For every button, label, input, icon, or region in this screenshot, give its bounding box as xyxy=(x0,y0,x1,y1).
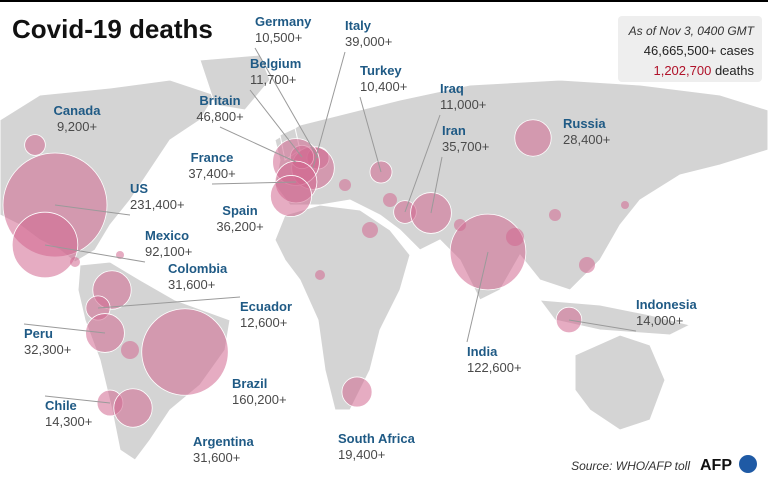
stats-box xyxy=(618,16,762,82)
death-count: 10,400+ xyxy=(360,79,407,94)
leader-line xyxy=(466,251,489,343)
deaths-total: 1,202,700 xyxy=(653,63,711,78)
country-name: Italy xyxy=(345,18,372,33)
source: Source: WHO/AFP toll xyxy=(571,459,690,473)
leader-line xyxy=(359,96,382,173)
leader-line xyxy=(23,323,106,334)
death-count: 122,600+ xyxy=(467,360,522,375)
country-name: South Africa xyxy=(338,431,416,446)
country-name: India xyxy=(467,344,498,359)
death-count: 19,400+ xyxy=(338,447,385,462)
death-count: 36,200+ xyxy=(216,219,263,234)
country-name: France xyxy=(191,150,234,165)
country-name: Russia xyxy=(563,116,606,131)
as-of: As of Nov 3, 0400 GMT xyxy=(628,24,756,38)
death-count: 9,200+ xyxy=(57,119,97,134)
death-bubble xyxy=(514,119,552,157)
death-count: 231,400+ xyxy=(130,197,185,212)
death-count: 12,600+ xyxy=(240,315,287,330)
death-count: 28,400+ xyxy=(563,132,610,147)
death-count: 35,700+ xyxy=(442,139,489,154)
leader-line xyxy=(430,156,443,214)
country-name: Indonesia xyxy=(636,297,697,312)
death-count: 11,700+ xyxy=(250,72,296,87)
leader-line xyxy=(254,47,319,159)
death-count: 39,000+ xyxy=(345,34,392,49)
death-count: 14,000+ xyxy=(636,313,683,328)
death-bubble xyxy=(24,134,46,156)
leader-line xyxy=(97,296,241,309)
death-count: 37,400+ xyxy=(188,166,235,181)
deaths-line: 1,202,700 deaths xyxy=(653,63,754,78)
country-name: Mexico xyxy=(145,228,189,243)
leader-line xyxy=(568,319,637,332)
cases: 46,665,500+ cases xyxy=(644,43,755,58)
country-name: Turkey xyxy=(360,63,402,78)
logo: AFP xyxy=(700,457,732,474)
death-count: 32,300+ xyxy=(24,342,71,357)
leader-line xyxy=(44,395,111,404)
country-name: Britain xyxy=(199,93,240,108)
country-name: Brazil xyxy=(232,376,267,391)
death-count: 31,600+ xyxy=(168,277,215,292)
death-count: 14,300+ xyxy=(45,414,92,429)
country-name: Argentina xyxy=(193,434,254,449)
leader-line xyxy=(404,114,441,213)
country-name: Canada xyxy=(54,103,102,118)
country-name: Colombia xyxy=(168,261,228,276)
leader-line xyxy=(219,126,297,163)
death-bubble xyxy=(270,175,312,217)
title: Covid-19 deaths xyxy=(12,14,213,44)
death-count: 31,600+ xyxy=(193,450,240,465)
country-name: Iraq xyxy=(440,81,464,96)
death-count: 11,000+ xyxy=(440,97,486,112)
leader-line xyxy=(54,204,131,216)
country-name: Spain xyxy=(222,203,257,218)
logo-dot xyxy=(739,455,757,473)
leader-line xyxy=(211,181,297,185)
leader-line xyxy=(44,244,146,263)
death-count: 160,200+ xyxy=(232,392,287,407)
country-name: US xyxy=(130,181,148,196)
country-name: Belgium xyxy=(250,56,301,71)
deaths-word: deaths xyxy=(715,63,755,78)
country-name: Germany xyxy=(255,14,312,29)
death-count: 10,500+ xyxy=(255,30,302,45)
death-count: 92,100+ xyxy=(145,244,192,259)
death-bubble xyxy=(341,376,373,408)
country-name: Chile xyxy=(45,398,77,413)
death-bubble xyxy=(141,308,229,396)
leader-line xyxy=(249,89,303,158)
minor-bubbles xyxy=(70,179,629,359)
country-name: Peru xyxy=(24,326,53,341)
death-count: 46,800+ xyxy=(196,109,243,124)
death-bubble xyxy=(113,388,153,428)
leader-line xyxy=(312,51,346,169)
country-name: Iran xyxy=(442,123,466,138)
country-name: Ecuador xyxy=(240,299,292,314)
